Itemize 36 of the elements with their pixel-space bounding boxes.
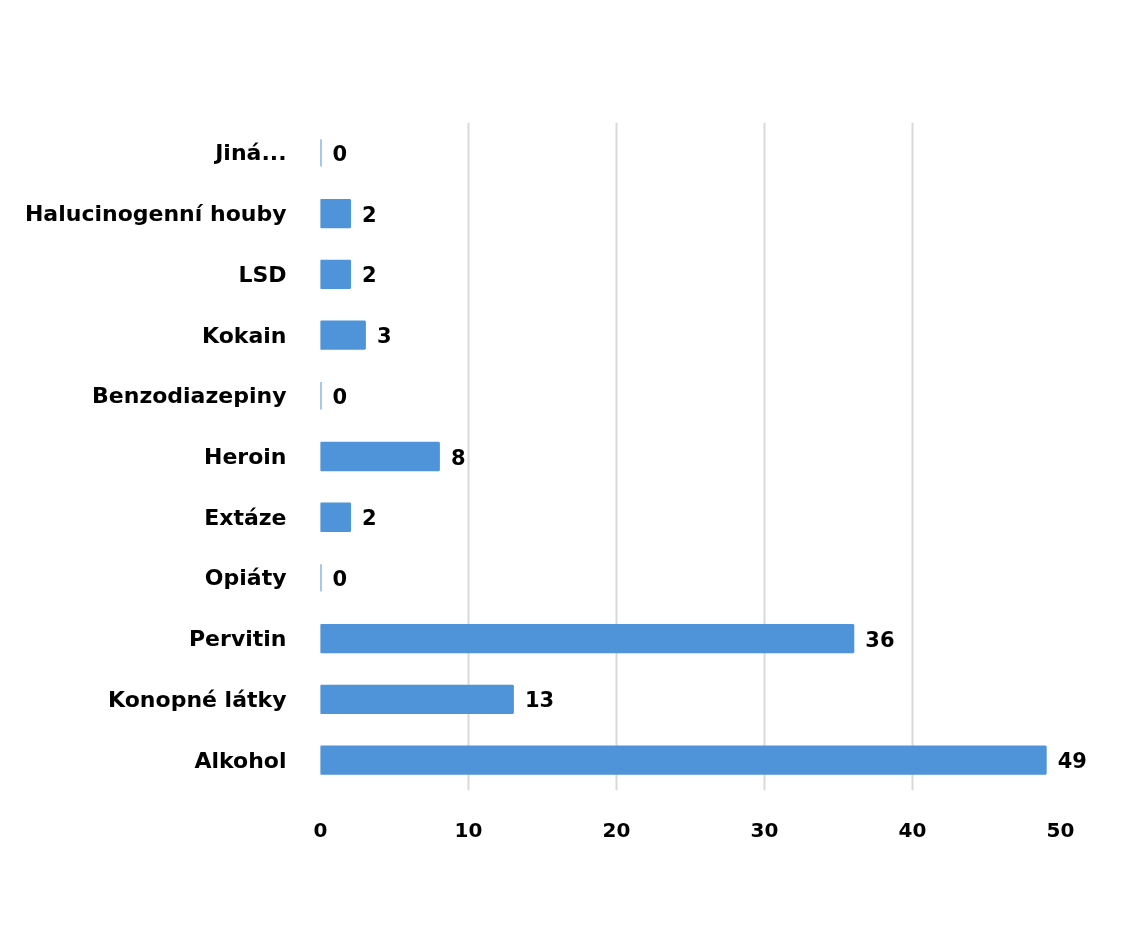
y-tick-label: Pervitin <box>189 626 287 652</box>
y-tick-label: LSD <box>238 261 287 287</box>
data-label: 2 <box>362 506 377 531</box>
x-tick-label: 50 <box>1046 817 1075 842</box>
data-label: 49 <box>1057 749 1087 774</box>
y-tick-label: Heroin <box>204 444 287 469</box>
bar <box>320 320 366 350</box>
x-tick-label: 0 <box>313 817 328 842</box>
bar <box>320 441 440 472</box>
y-tick-label: Extáze <box>204 504 287 530</box>
y-tick-label: Konopné látky <box>108 686 287 712</box>
y-tick-label: Halucinogenní houby <box>24 201 287 227</box>
data-label: 13 <box>524 688 555 713</box>
data-label: 0 <box>332 566 348 591</box>
data-label: 8 <box>450 445 466 470</box>
data-label: 0 <box>332 384 348 409</box>
data-label: 3 <box>376 324 392 349</box>
data-label: 2 <box>362 263 377 288</box>
bar <box>320 745 1047 775</box>
x-tick-label: 40 <box>898 817 927 842</box>
data-label: 2 <box>362 202 377 227</box>
y-tick-label: Kokain <box>202 322 287 348</box>
bar <box>320 259 352 289</box>
bar <box>320 502 352 532</box>
bar <box>320 624 855 654</box>
data-label: 0 <box>332 141 348 166</box>
data-label: 36 <box>865 627 895 652</box>
y-tick-label: Alkohol <box>194 747 287 773</box>
y-tick-label: Opiáty <box>204 565 287 591</box>
bar <box>320 198 352 229</box>
y-tick-label: Benzodiazepiny <box>92 383 287 409</box>
bar <box>320 684 514 715</box>
x-tick-label: 20 <box>602 817 631 842</box>
x-tick-label: 30 <box>750 817 779 842</box>
x-tick-label: 10 <box>454 817 483 842</box>
y-tick-label: Jiná... <box>213 140 287 166</box>
